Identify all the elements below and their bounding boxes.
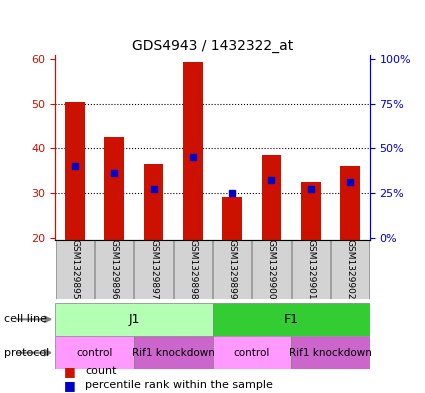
Title: GDS4943 / 1432322_at: GDS4943 / 1432322_at: [132, 39, 293, 53]
Text: ■: ■: [64, 378, 76, 392]
Text: control: control: [234, 348, 270, 358]
Text: GSM1329901: GSM1329901: [306, 239, 315, 299]
Bar: [134, 240, 173, 299]
Text: GSM1329896: GSM1329896: [110, 239, 119, 299]
Bar: [222, 197, 242, 240]
Bar: [262, 155, 281, 240]
Text: ■: ■: [64, 365, 76, 378]
Text: cell line: cell line: [4, 314, 47, 324]
Text: GSM1329902: GSM1329902: [346, 239, 354, 299]
Bar: [55, 303, 212, 336]
Bar: [173, 240, 212, 299]
Text: count: count: [85, 366, 116, 376]
Bar: [183, 62, 203, 240]
Text: GSM1329895: GSM1329895: [71, 239, 79, 299]
Bar: [144, 164, 163, 240]
Text: percentile rank within the sample: percentile rank within the sample: [85, 380, 273, 390]
Bar: [291, 336, 370, 369]
Text: control: control: [76, 348, 113, 358]
Bar: [340, 166, 360, 240]
Bar: [252, 240, 291, 299]
Text: protocol: protocol: [4, 348, 49, 358]
Bar: [331, 240, 369, 299]
Bar: [55, 336, 134, 369]
Bar: [212, 303, 370, 336]
Text: GSM1329900: GSM1329900: [267, 239, 276, 299]
Bar: [56, 240, 94, 299]
Bar: [213, 240, 252, 299]
Text: GSM1329899: GSM1329899: [228, 239, 237, 299]
Text: Rif1 knockdown: Rif1 knockdown: [132, 348, 215, 358]
Bar: [292, 240, 330, 299]
Bar: [212, 336, 291, 369]
Bar: [65, 102, 85, 240]
Bar: [105, 138, 124, 240]
Bar: [134, 336, 212, 369]
Text: GSM1329897: GSM1329897: [149, 239, 158, 299]
Text: F1: F1: [283, 313, 299, 326]
Text: Rif1 knockdown: Rif1 knockdown: [289, 348, 372, 358]
Text: GSM1329898: GSM1329898: [188, 239, 197, 299]
Bar: [95, 240, 133, 299]
Bar: [301, 182, 320, 240]
Text: J1: J1: [128, 313, 140, 326]
